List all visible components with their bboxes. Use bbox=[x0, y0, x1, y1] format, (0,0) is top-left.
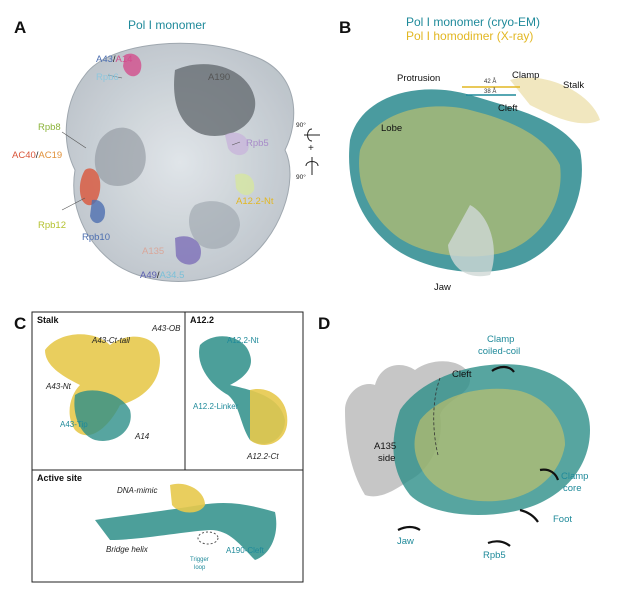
label-rpb6: Rpb6 bbox=[96, 72, 119, 83]
rotation-top-label: 90° bbox=[296, 122, 306, 129]
label-a190-cleft: A190-Cleft bbox=[226, 546, 264, 555]
label-rpb5-d: Rpb5 bbox=[483, 550, 506, 561]
label-dist-42: 42 Å bbox=[484, 79, 497, 85]
panel-b-letter: B bbox=[339, 18, 352, 37]
subpanel-a12-title: A12.2 bbox=[190, 315, 215, 325]
label-a43-ob: A43-OB bbox=[152, 324, 181, 333]
panel-d-letter: D bbox=[318, 314, 331, 333]
panel-b-title-monomer: Pol I monomer (cryo-EM) bbox=[406, 15, 541, 29]
label-rpb5: Rpb5 bbox=[246, 138, 269, 149]
label-a43-a14: A43/A14 bbox=[96, 54, 133, 65]
label-trigger-2: loop bbox=[194, 565, 206, 571]
panel-c-ribbons bbox=[45, 334, 288, 560]
panel-c-boxes bbox=[31, 311, 304, 583]
label-a14-c: A14 bbox=[135, 432, 150, 441]
label-clamp-cc-2: coiled-coil bbox=[478, 346, 521, 357]
label-jaw-d: Jaw bbox=[397, 536, 414, 547]
label-trigger-1: Trigger bbox=[190, 557, 209, 563]
label-a34-5: A34.5 bbox=[159, 270, 185, 281]
label-cleft-b: Cleft bbox=[498, 103, 518, 114]
label-jaw-b: Jaw bbox=[434, 282, 451, 293]
label-ac19: AC19 bbox=[38, 150, 63, 161]
label-a135-side-1: A135 bbox=[374, 441, 397, 452]
label-a135: A135 bbox=[142, 246, 165, 257]
panel-a-density-map bbox=[65, 42, 295, 282]
label-dna-mimic: DNA-mimic bbox=[117, 486, 158, 495]
label-foot: Foot bbox=[553, 514, 573, 525]
label-bridge-helix: Bridge helix bbox=[106, 545, 148, 554]
panel-a-letter: A bbox=[14, 18, 27, 37]
label-a12-nt: A12.2-Nt bbox=[236, 196, 274, 207]
label-a12-linker: A12.2-Linker bbox=[193, 402, 239, 411]
rotation-glyph bbox=[304, 128, 320, 175]
panel-a-leader-lines bbox=[61, 74, 241, 211]
label-a43-nt: A43-Nt bbox=[46, 382, 71, 391]
panel-d-graphic bbox=[345, 361, 590, 547]
panel-b-title-dimer: Pol I homodimer (X-ray) bbox=[406, 29, 534, 43]
panel-a-title: Pol I monomer bbox=[128, 18, 207, 32]
label-rpb10: Rpb10 bbox=[82, 232, 110, 243]
label-clamp: Clamp bbox=[512, 70, 540, 81]
label-protrusion: Protrusion bbox=[397, 73, 441, 84]
label-a12-nt-c: A12.2-Nt bbox=[227, 336, 259, 345]
label-a49-a34: A49/A34.5 bbox=[140, 270, 185, 281]
panel-b-overlay bbox=[349, 77, 600, 277]
rotation-plus: + bbox=[308, 143, 314, 154]
label-rpb8: Rpb8 bbox=[38, 122, 61, 133]
subpanel-stalk-title: Stalk bbox=[37, 315, 59, 325]
label-a49: A49 bbox=[140, 270, 157, 281]
label-ac40-ac19: AC40/AC19 bbox=[12, 150, 63, 161]
label-a14: A14 bbox=[115, 54, 133, 65]
subpanel-active-title: Active site bbox=[37, 473, 83, 483]
label-rpb12: Rpb12 bbox=[38, 220, 66, 231]
label-clamp-cc-1: Clamp bbox=[487, 334, 515, 345]
label-dist-38: 38 Å bbox=[484, 89, 497, 95]
panel-c-letter: C bbox=[14, 314, 27, 333]
label-cleft-d: Cleft bbox=[452, 369, 472, 380]
label-a43-tip: A43-Tip bbox=[60, 420, 88, 429]
label-a43: A43 bbox=[96, 54, 113, 65]
label-clamp-core-2: core bbox=[563, 483, 582, 494]
label-clamp-core-1: Clamp bbox=[561, 471, 589, 482]
label-a12-ct: A12.2-Ct bbox=[247, 452, 279, 461]
label-ac40: AC40 bbox=[12, 150, 36, 161]
label-a43-ct-tail: A43-Ct-tail bbox=[92, 336, 130, 345]
rotation-bottom-label: 90° bbox=[296, 174, 306, 181]
label-a190: A190 bbox=[208, 72, 231, 83]
label-lobe: Lobe bbox=[381, 123, 403, 134]
label-a135-side-2: side bbox=[378, 453, 396, 464]
label-stalk: Stalk bbox=[563, 80, 585, 91]
